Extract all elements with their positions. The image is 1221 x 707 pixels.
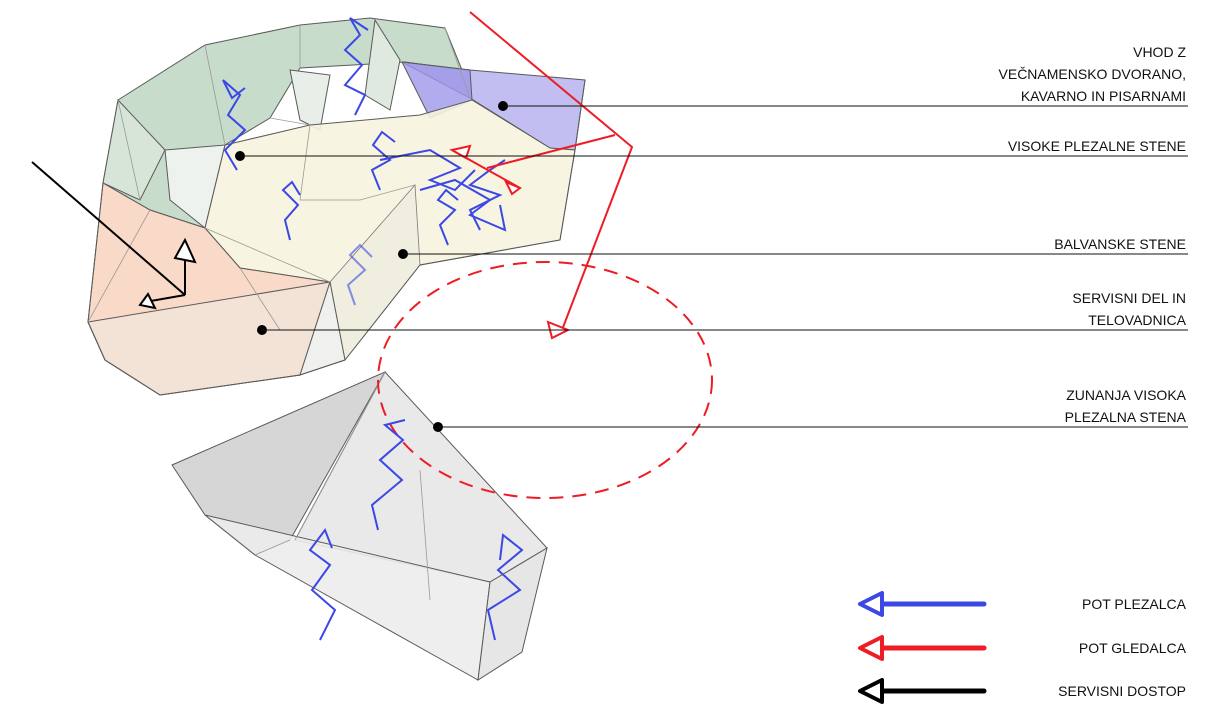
label-service-line-1: SERVISNI DEL IN — [1072, 290, 1186, 306]
label-boulder-walls: BALVANSKE STENE — [1054, 236, 1186, 252]
labels: VHOD Z VEČNAMENSKO DVORANO, KAVARNO IN P… — [999, 44, 1187, 425]
service-access-path — [31, 161, 197, 310]
label-outdoor-line-2: PLEZALNA STENA — [1065, 409, 1187, 425]
legend-item-climber: POT PLEZALCA — [858, 591, 1187, 617]
arrow-left-icon — [858, 635, 884, 661]
label-entrance-line-1: VHOD Z — [1133, 44, 1186, 60]
label-entrance-line-2: VEČNAMENSKO DVORANO, — [999, 66, 1186, 82]
legend-label-service: SERVISNI DOSTOP — [1058, 683, 1186, 699]
leaders — [235, 101, 1188, 432]
climber-paths — [222, 17, 524, 641]
arrow-left-icon — [858, 678, 884, 704]
arrow-left-icon — [858, 591, 884, 617]
label-entrance-line-3: KAVARNO IN PISARNAMI — [1021, 88, 1186, 104]
outdoor-spectator-area — [377, 261, 713, 499]
legend-item-service: SERVISNI DOSTOP — [858, 678, 1186, 704]
legend-item-spectator: POT GLEDALCA — [858, 635, 1187, 661]
legend: POT PLEZALCA POT GLEDALCA SERVISNI DOSTO… — [858, 591, 1187, 704]
outdoor-block — [171, 370, 548, 681]
label-service-line-2: TELOVADNICA — [1088, 312, 1186, 328]
legend-label-climber: POT PLEZALCA — [1082, 596, 1187, 612]
legend-label-spectator: POT GLEDALCA — [1079, 640, 1187, 656]
main-building — [87, 17, 586, 396]
label-high-walls: VISOKE PLEZALNE STENE — [1008, 138, 1186, 154]
label-outdoor-line-1: ZUNANJA VISOKA — [1066, 387, 1186, 403]
